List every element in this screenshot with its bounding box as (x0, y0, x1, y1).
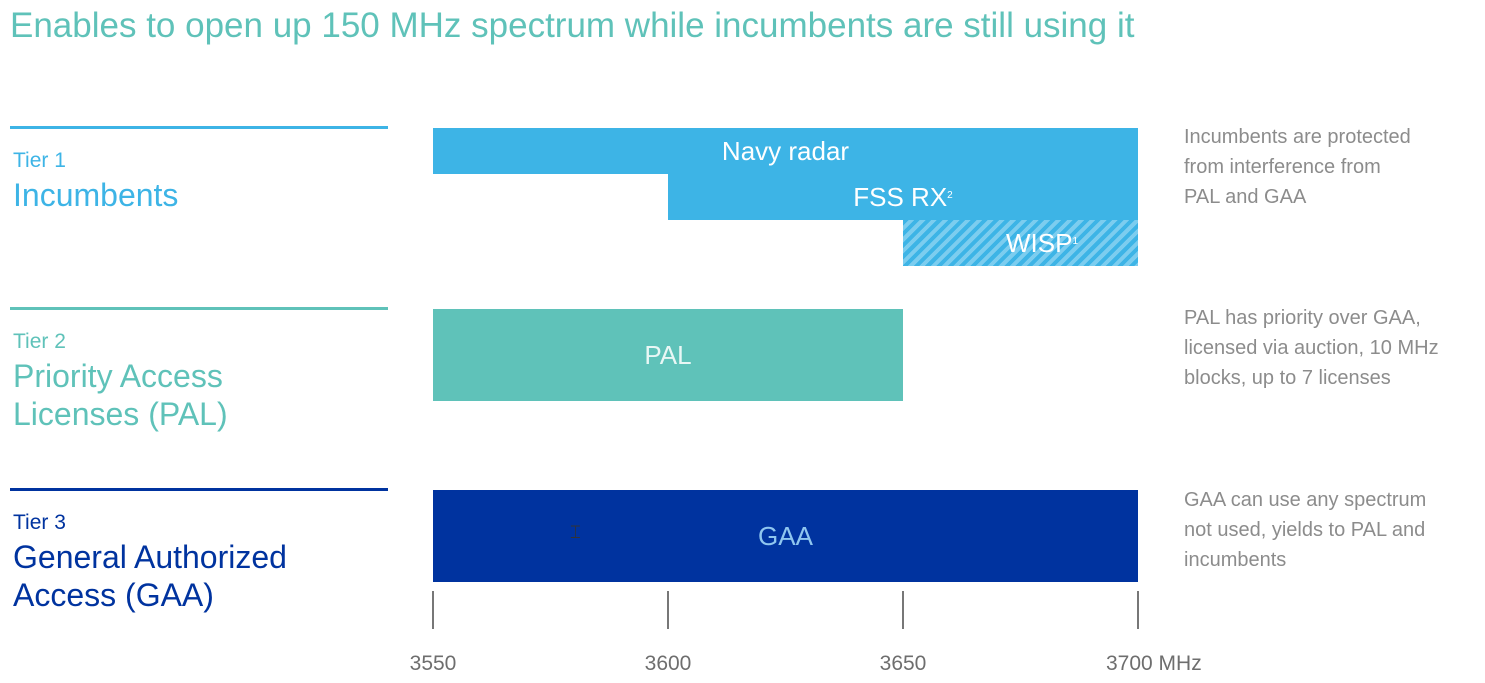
axis-tick-3600 (667, 591, 669, 629)
navy-radar-band: Navy radar (433, 128, 1138, 174)
tier-2-name-line-1: Priority Access (13, 358, 223, 394)
axis-label-3650: 3650 (879, 652, 927, 675)
tier-1-desc-line: PAL and GAA (1184, 186, 1307, 208)
gaa-band: GAA (433, 490, 1138, 582)
tier-2-name-line-2: Licenses (PAL) (13, 396, 228, 432)
tier-2-rule (10, 307, 388, 310)
pal-label: PAL (644, 339, 692, 370)
tier-1-description: Incumbents are protected from interferen… (1184, 122, 1484, 212)
tier-1-desc-line: Incumbents are protected (1184, 126, 1411, 148)
fss-rx-label: FSS RX (853, 181, 948, 212)
axis-tick-3700 (1137, 591, 1139, 629)
tier-3-name-line-1: General Authorized (13, 539, 287, 575)
page-title: Enables to open up 150 MHz spectrum whil… (10, 6, 1135, 45)
tier-3-desc-line: incumbents (1184, 549, 1287, 571)
wisp-band: WISP 1 (903, 220, 1138, 266)
axis-label-3600: 3600 (644, 652, 692, 675)
tier-2-header: Tier 2 Priority Access Licenses (PAL) (10, 307, 390, 433)
navy-radar-label: Navy radar (721, 135, 850, 166)
tier-3-label: Tier 3 (13, 511, 66, 534)
tier-3-desc-line: GAA can use any spectrum (1184, 489, 1427, 511)
tier-3-name-line-2: Access (GAA) (13, 577, 214, 613)
tier-2-description: PAL has priority over GAA, licensed via … (1184, 303, 1484, 393)
gaa-label: GAA (758, 520, 813, 551)
tier-1-rule (10, 126, 388, 129)
tier-1-desc-line: from interference from (1184, 156, 1381, 178)
tier-1-label: Tier 1 (13, 149, 66, 172)
tier-3-header: Tier 3 General Authorized Access (GAA) (10, 488, 390, 614)
axis-label-3550: 3550 (409, 652, 457, 675)
pal-band: PAL (433, 309, 903, 401)
wisp-label: WISP (1005, 227, 1073, 258)
axis-label-3700: 3700 MHz (1106, 652, 1202, 675)
tier-2-label: Tier 2 (13, 330, 66, 353)
axis-tick-3550 (432, 591, 434, 629)
fss-rx-band: FSS RX 2 (668, 174, 1138, 220)
fss-rx-footnote: 2 (947, 189, 953, 201)
tier-1-header: Tier 1 Incumbents (10, 126, 390, 214)
tier-2-desc-line: blocks, up to 7 licenses (1184, 367, 1391, 389)
tier-2-desc-line: licensed via auction, 10 MHz (1184, 337, 1439, 359)
text-cursor-icon: ⌶ (570, 522, 581, 542)
tier-3-desc-line: not used, yields to PAL and (1184, 519, 1426, 541)
tier-1-name: Incumbents (13, 177, 179, 213)
tier-2-desc-line: PAL has priority over GAA, (1184, 307, 1421, 329)
tier-3-rule (10, 488, 388, 491)
wisp-footnote: 1 (1072, 235, 1078, 247)
axis-tick-3650 (902, 591, 904, 629)
tier-3-description: GAA can use any spectrum not used, yield… (1184, 485, 1484, 575)
